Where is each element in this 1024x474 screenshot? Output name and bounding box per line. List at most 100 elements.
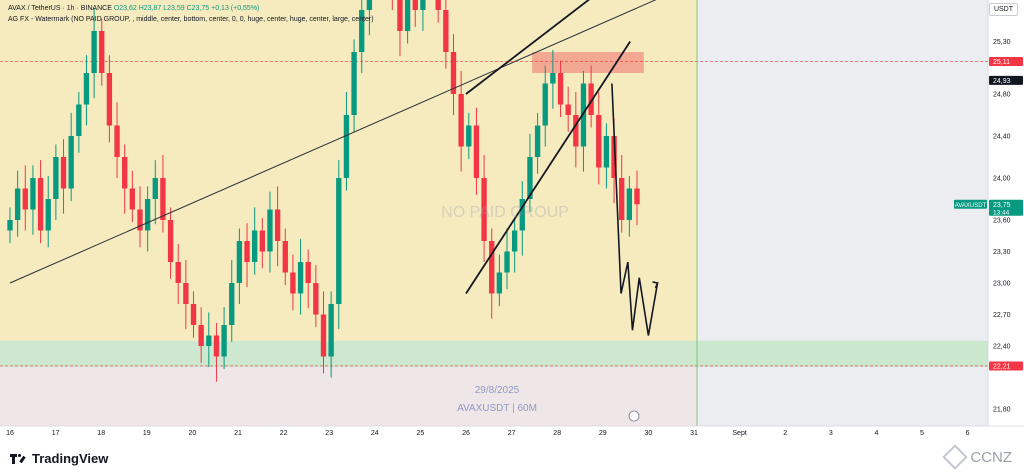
candle-body <box>580 83 587 147</box>
candle-body <box>542 83 548 126</box>
projection-arrowhead <box>652 281 659 289</box>
candle <box>152 160 158 225</box>
price-tick-label: 21,80 <box>993 407 1011 414</box>
candle-body <box>557 73 564 105</box>
candle <box>366 0 373 36</box>
price-label-layer: 27,1526,6125,1124,9323,7513:44AVAXUSDT22… <box>954 56 1023 371</box>
candle <box>91 7 97 99</box>
time-tick-label: 6 <box>966 430 970 437</box>
candle <box>305 249 311 309</box>
candle <box>167 207 174 279</box>
price-tick-label: 24,40 <box>993 134 1011 141</box>
candle <box>458 70 464 172</box>
candle-body <box>183 283 189 304</box>
brand-name: TradingView <box>32 451 109 466</box>
candle-body <box>397 0 403 31</box>
indicator-legend[interactable]: AG FX - Watermark (NO PAID GROUP, , midd… <box>8 16 374 23</box>
projection-path <box>611 83 659 336</box>
candle-body <box>458 94 464 147</box>
price-label-bg <box>989 56 1023 66</box>
candle-body <box>229 283 235 325</box>
time-tick-label: 20 <box>189 430 197 437</box>
candle <box>588 65 594 128</box>
candle-body <box>336 178 342 304</box>
zone-support <box>0 340 988 367</box>
candle-body <box>83 73 90 105</box>
ccnz-logo-icon <box>942 444 969 470</box>
candle <box>351 39 357 132</box>
candle <box>259 217 266 269</box>
candle-body <box>259 230 266 252</box>
candle <box>496 254 503 307</box>
drawing-layer <box>9 0 659 336</box>
symbol-legend[interactable]: AVAX / TetherUS · 1h · BINANCE O23,62 H2… <box>8 5 259 12</box>
price-chart[interactable]: 27,5027,0026,5026,0025,6025,3024,8024,40… <box>0 0 1024 440</box>
candle <box>557 60 564 118</box>
candle <box>290 254 296 311</box>
candle-body <box>412 0 418 10</box>
candle-body <box>511 230 518 252</box>
candle <box>489 228 495 319</box>
candle <box>30 165 36 235</box>
candle-body <box>305 262 311 283</box>
time-tick-label: Sept <box>732 430 746 437</box>
candle-body <box>435 0 441 10</box>
price-label: 22,21 <box>989 361 1023 371</box>
candle-body <box>473 125 480 178</box>
candle <box>343 91 350 191</box>
candle <box>68 112 74 202</box>
candle <box>183 259 189 330</box>
time-tick-label: 24 <box>371 430 379 437</box>
time-tick-label: 16 <box>6 430 14 437</box>
price-label-bg <box>989 199 1023 216</box>
time-tick-label: 4 <box>874 430 878 437</box>
price-axis: 27,5027,0026,5026,0025,6025,3024,8024,40… <box>987 0 1024 440</box>
candle-body <box>76 104 82 136</box>
candle-body <box>596 115 602 168</box>
candle <box>83 55 90 126</box>
time-tick-label: 2 <box>783 430 787 437</box>
candle-body <box>443 10 449 52</box>
candle-body <box>91 31 97 73</box>
candle <box>328 291 334 378</box>
tradingview-logo[interactable]: TradingView <box>10 451 108 466</box>
candle <box>236 228 243 304</box>
time-tick-label: 23 <box>325 430 333 437</box>
wedge-line <box>465 41 631 294</box>
time-tick-label: 28 <box>553 430 561 437</box>
price-tick-label: 22,40 <box>993 344 1011 351</box>
candle-body <box>144 199 151 231</box>
candle <box>106 55 113 143</box>
candle-body <box>236 241 243 283</box>
time-axis-bg <box>0 426 1024 440</box>
candle-body <box>267 209 273 252</box>
candle-body <box>603 136 610 168</box>
source-name: CCNZ <box>970 448 1012 466</box>
candle-body <box>504 251 510 273</box>
candle <box>420 0 426 31</box>
symbol-tag-text: AVAXUSDT <box>955 203 987 209</box>
candle-body <box>106 73 113 126</box>
candle-body <box>7 220 13 231</box>
candle-body <box>175 262 181 283</box>
candle <box>450 34 457 115</box>
lightning-icon[interactable] <box>628 410 640 422</box>
candle <box>435 0 441 23</box>
candle-body <box>420 0 426 10</box>
candle <box>60 139 67 214</box>
time-tick-label: 19 <box>143 430 151 437</box>
currency-badge[interactable]: USDT <box>988 3 1018 16</box>
candle-body <box>190 304 197 325</box>
candle-body <box>274 209 281 241</box>
price-label-bg <box>989 361 1023 371</box>
price-tick-label: 23,30 <box>993 249 1011 256</box>
candle-body <box>550 73 556 84</box>
candle-body <box>53 157 59 199</box>
candle <box>22 165 28 231</box>
candle-body <box>573 115 579 147</box>
price-tick-label: 23,60 <box>993 218 1011 225</box>
candle <box>336 160 342 330</box>
candle <box>504 228 510 290</box>
candle <box>359 0 365 73</box>
candle <box>297 238 304 315</box>
